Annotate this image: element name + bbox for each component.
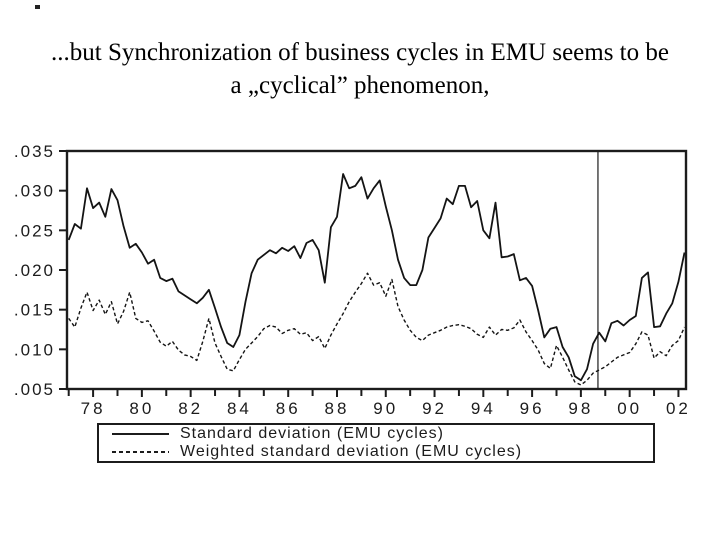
- x-tick-label: 98: [568, 399, 593, 418]
- x-tick-label: 82: [178, 399, 203, 418]
- y-tick-label: .005: [14, 380, 55, 399]
- dashed-line-sample-icon: [112, 451, 169, 453]
- legend-item-standard-deviation: Standard deviation (EMU cycles): [112, 425, 653, 443]
- x-tick-label: 80: [129, 399, 154, 418]
- x-tick-label: 84: [227, 399, 252, 418]
- corner-mark: [35, 5, 40, 9]
- x-tick-label: 02: [666, 399, 691, 418]
- x-tick-label: 86: [276, 399, 301, 418]
- x-tick-label: 90: [373, 399, 398, 418]
- y-tick-label: .020: [14, 261, 55, 280]
- slide-title-line1: ...but Synchronization of business cycle…: [51, 39, 669, 66]
- x-tick-label: 78: [81, 399, 106, 418]
- x-tick-label: 00: [617, 399, 642, 418]
- x-tick-label: 88: [325, 399, 350, 418]
- x-tick-label: 94: [471, 399, 496, 418]
- y-tick-label: .030: [14, 182, 55, 201]
- y-tick-label: .010: [14, 340, 55, 359]
- x-tick-label: 92: [422, 399, 447, 418]
- legend-label: Weighted standard deviation (EMU cycles): [180, 443, 523, 460]
- y-tick-label: .015: [14, 301, 55, 320]
- slide-title-line2: a „cyclical” phenomenon,: [230, 72, 490, 99]
- solid-line-sample-icon: [112, 433, 169, 435]
- y-tick-label: .025: [14, 221, 55, 240]
- plot-frame: [65, 149, 688, 391]
- chart-legend: Standard deviation (EMU cycles) Weighted…: [97, 423, 655, 463]
- x-tick-label: 96: [520, 399, 545, 418]
- legend-item-weighted-standard-deviation: Weighted standard deviation (EMU cycles): [112, 443, 653, 461]
- y-tick-label: .035: [14, 142, 55, 161]
- series-weighted-standard-deviation: [68, 272, 686, 386]
- series-standard-deviation: [67, 173, 686, 382]
- slide-title: ...but Synchronization of business cycle…: [0, 36, 720, 102]
- legend-label: Standard deviation (EMU cycles): [180, 425, 444, 442]
